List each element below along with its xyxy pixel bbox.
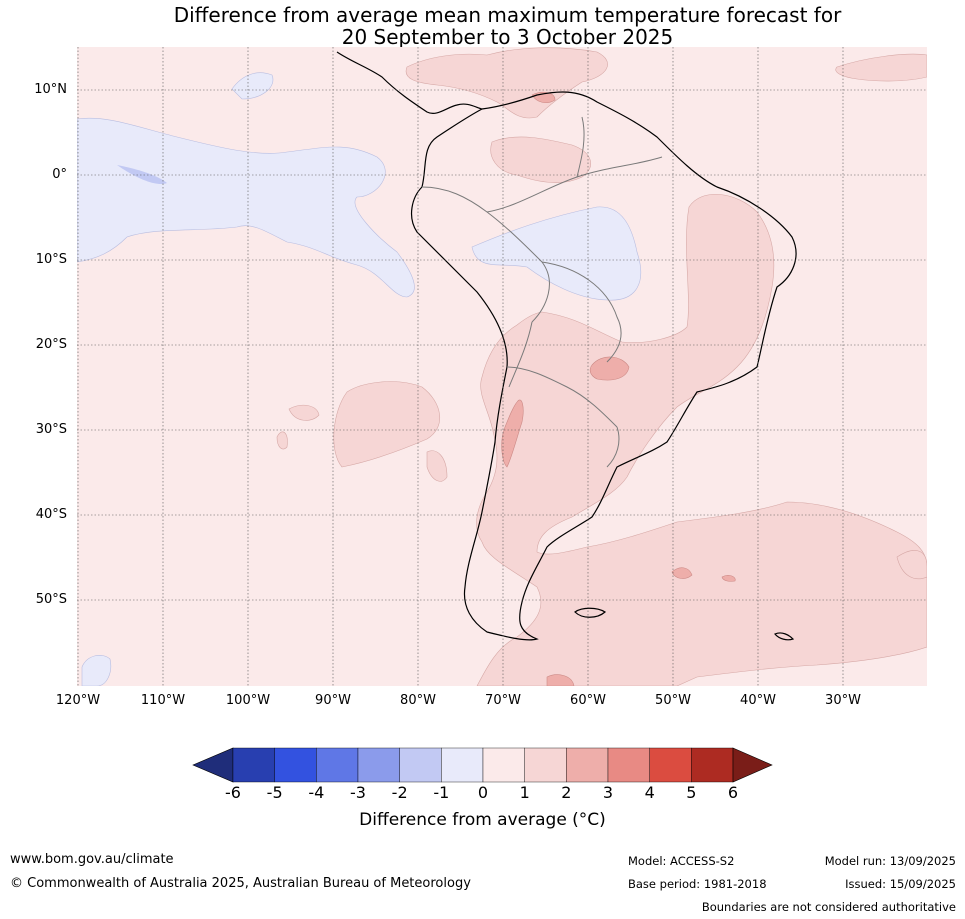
colorbar-segment (482, 747, 525, 783)
colorbar-segment (691, 747, 734, 783)
lat-label-10n: 10°N (34, 82, 67, 97)
lon-label-60w: 60°W (570, 693, 606, 708)
colorbar-tick-label: -3 (350, 783, 366, 802)
central-america-coastline (336, 51, 483, 114)
colorbar-segment (316, 747, 359, 783)
colorbar-tick-label: 1 (519, 783, 530, 802)
country-borders (421, 116, 663, 468)
map-canvas (77, 47, 927, 686)
lat-label-20s: 20°S (35, 337, 67, 352)
colorbar-tick-label: -5 (266, 783, 283, 802)
colorbar-tick-label: 5 (686, 783, 697, 802)
south-america-coastline (410, 91, 797, 641)
colorbar-tick-label: -6 (225, 783, 241, 802)
lat-label-40s: 40°S (35, 507, 67, 522)
colorbar-segment (441, 747, 484, 783)
colorbar-segment (232, 747, 275, 783)
colorbar-segment (607, 747, 650, 783)
title-line-2: 20 September to 3 October 2025 (341, 25, 674, 49)
colorbar-segment (649, 747, 692, 783)
colorbar-tick-label: -4 (308, 783, 325, 802)
footer-issued: Issued: 15/09/2025 (845, 877, 956, 891)
colorbar-tick-label: 2 (561, 783, 572, 802)
hot-spot-atlantic-2 (721, 575, 736, 582)
footer-model: Model: ACCESS-S2 (628, 854, 735, 868)
lat-label-50s: 50°S (35, 592, 67, 607)
map-title: Difference from average mean maximum tem… (0, 4, 965, 48)
warm-anomaly-continent (476, 194, 927, 686)
warm-anomaly-small-2 (276, 431, 288, 450)
title-line-1: Difference from average mean maximum tem… (173, 3, 842, 27)
colorbar-extend-low (192, 747, 234, 783)
colorbar-tick-label: -2 (391, 783, 408, 802)
graticule (77, 47, 927, 686)
south-georgia (774, 632, 795, 641)
cool-anomaly-pacific-core (117, 165, 167, 185)
colorbar (190, 745, 775, 785)
cool-anomaly-pacific (77, 117, 415, 298)
cool-anomaly-amazon (471, 206, 641, 301)
lat-label-10s: 10°S (35, 252, 67, 267)
lon-label-70w: 70°W (485, 693, 521, 708)
cool-anomaly-north (231, 72, 274, 100)
warm-anomaly-south-atlantic (896, 550, 927, 580)
lon-label-90w: 90°W (315, 693, 351, 708)
warm-anomaly-small-3 (426, 450, 448, 482)
colorbar-tick-label: 4 (644, 783, 655, 802)
warm-anomaly-caribbean (405, 47, 608, 119)
footer-copyright: © Commonwealth of Australia 2025, Austra… (10, 876, 471, 891)
warm-anomaly-venezuela (490, 136, 591, 183)
warm-anomaly-small-1 (288, 404, 320, 421)
lon-label-80w: 80°W (400, 693, 436, 708)
colorbar-segment (357, 747, 400, 783)
warm-anomaly-east-atlantic (835, 53, 927, 82)
lat-label-30s: 30°S (35, 422, 67, 437)
lat-label-0: 0° (52, 167, 67, 182)
colorbar-segment (566, 747, 609, 783)
footer-disclaimer: Boundaries are not considered authoritat… (701, 900, 956, 914)
lon-label-120w: 120°W (55, 693, 101, 708)
colorbar-tick-label: 3 (602, 783, 614, 802)
hot-spot-south (546, 674, 575, 686)
warm-anomaly-westpacific (333, 381, 441, 468)
cool-anomaly-south (81, 654, 112, 686)
falkland-islands (574, 607, 607, 618)
colorbar-extend-high (732, 747, 773, 783)
colorbar-segment (524, 747, 567, 783)
lon-label-40w: 40°W (740, 693, 776, 708)
colorbar-segment (399, 747, 442, 783)
lon-label-50w: 50°W (655, 693, 691, 708)
lon-label-100w: 100°W (225, 693, 271, 708)
forecast-map (77, 47, 927, 686)
footer-base-period: Base period: 1981-2018 (628, 877, 767, 891)
colorbar-tick-label: 0 (477, 783, 489, 802)
colorbar-tick-label: 6 (727, 783, 739, 802)
hot-spot-atlantic-1 (671, 567, 693, 579)
colorbar-canvas (192, 747, 773, 783)
footer-website: www.bom.gov.au/climate (10, 852, 174, 867)
colorbar-title: Difference from average (°C) (359, 810, 606, 830)
lon-label-110w: 110°W (140, 693, 186, 708)
hot-spot-andes (501, 399, 524, 468)
colorbar-segment (274, 747, 317, 783)
footer-model-run: Model run: 13/09/2025 (824, 854, 956, 868)
colorbar-tick-label: -1 (433, 783, 450, 802)
lon-label-30w: 30°W (825, 693, 861, 708)
